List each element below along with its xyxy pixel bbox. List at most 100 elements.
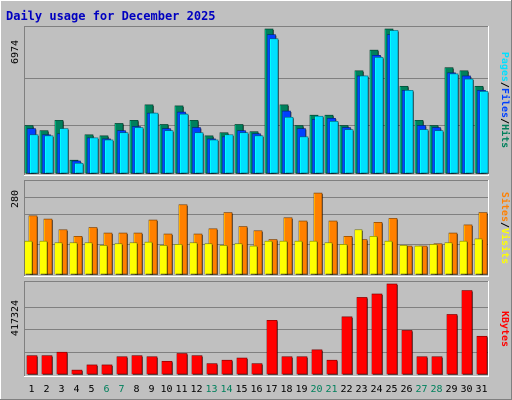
bar-sites-day-10-face [159,245,168,275]
bar-pages-day-15 [239,132,249,174]
bar-kbytes-day-19-face [296,356,308,375]
bar-pages-day-5-face [89,137,99,174]
bar-sites-day-17 [264,240,273,275]
bar-sites-day-14-face [219,245,228,275]
bar-pages-day-22-face [344,129,354,174]
bar-pages-day-7-face [119,132,129,174]
bar-kbytes-day-28-face [431,356,443,375]
bar-pages-day-12-face [194,132,204,174]
bar-kbytes-day-16 [251,363,263,375]
bar-pages-day-17-face [269,38,279,174]
bar-pages-day-7 [119,132,129,174]
bar-kbytes-day-21 [326,359,338,375]
bar-sites-day-2 [39,240,48,275]
y-max-label-hits_files_pages: 6974 [10,40,21,64]
bar-kbytes-day-3 [56,351,68,375]
bar-pages-day-9 [149,112,159,174]
bar-sites-day-11 [174,244,183,275]
bar-kbytes-day-7-face [116,356,128,375]
bar-sites-day-28 [429,244,438,275]
bar-sites-day-15-face [234,243,243,275]
bar-pages-day-19-face [299,136,309,174]
day-label-21: 21 [325,384,337,395]
bar-pages-day-20 [314,115,324,174]
legend-item-pages: Pages [499,52,510,82]
bar-kbytes-day-17 [266,320,278,375]
bar-kbytes-day-27 [416,356,428,375]
bar-kbytes-day-14-face [221,359,233,375]
bar-sites-day-25 [384,240,393,275]
bar-pages-day-25-face [389,30,399,174]
bar-pages-day-8-face [134,127,144,174]
bar-pages-day-13 [209,139,219,174]
bar-sites-day-17-face [264,240,273,275]
bar-pages-day-16-face [254,135,264,174]
day-label-27: 27 [415,384,427,395]
bar-kbytes-day-24 [371,293,383,375]
bar-sites-day-8-face [129,242,138,275]
bar-sites-day-31 [474,238,483,275]
y-axis-labels: 6974 280 417324 [10,40,21,336]
bar-pages-day-14-face [224,134,234,174]
bar-pages-day-11 [179,113,189,174]
day-label-3: 3 [58,384,64,395]
bar-pages-day-2-face [44,135,54,174]
bar-pages-day-21-face [329,121,339,174]
bar-sites-day-21 [324,242,333,275]
bar-kbytes-day-15 [236,357,248,375]
bar-sites-day-23-face [354,229,363,275]
bar-sites-day-27-face [414,245,423,275]
bar-kbytes-day-31 [476,335,488,375]
bar-kbytes-day-22-face [341,316,353,375]
bar-pages-day-27-face [419,129,429,174]
bar-kbytes-day-17-face [266,320,278,375]
panel-frames [24,26,489,377]
bar-sites-day-30 [459,240,468,275]
bar-kbytes-day-5-face [86,364,98,375]
bar-pages-day-4-face [74,162,84,174]
day-label-1: 1 [28,384,34,395]
bar-kbytes-day-23-face [356,297,368,375]
bar-pages-day-3 [59,128,69,174]
day-label-30: 30 [460,384,472,395]
day-label-10: 10 [160,384,172,395]
bar-kbytes-day-16-face [251,363,263,375]
day-label-31: 31 [475,384,487,395]
day-label-26: 26 [400,384,412,395]
legend-separator: / [499,118,510,124]
bar-sites-day-13 [204,243,213,275]
bar-pages-day-31 [479,91,489,174]
legend-visits_sites: Sites/Visits [499,192,511,264]
bar-sites-day-3 [54,242,63,275]
bar-sites-day-25-face [384,240,393,275]
bar-pages-day-30 [464,78,474,174]
bar-sites-day-23 [354,229,363,275]
legend-hits_files_pages: Pages/Files/Hits [499,52,511,148]
bar-pages-day-28-face [434,130,444,174]
bar-kbytes-day-7 [116,356,128,375]
bar-kbytes-day-19 [296,356,308,375]
bar-sites-day-19 [294,240,303,275]
bar-pages-day-28 [434,130,444,174]
bar-kbytes-day-28 [431,356,443,375]
bar-pages-day-30-face [464,78,474,174]
bar-pages-day-22 [344,129,354,174]
bar-kbytes-day-18 [281,356,293,375]
bar-pages-day-24 [374,57,384,175]
bar-pages-day-27 [419,129,429,174]
bar-kbytes-day-4-face [71,369,83,375]
bar-sites-day-14 [219,245,228,275]
bar-kbytes-day-15-face [236,357,248,375]
day-label-23: 23 [355,384,367,395]
bar-kbytes-day-13 [206,363,218,375]
bar-sites-day-27 [414,245,423,275]
bar-sites-day-4-face [69,242,78,275]
bar-sites-day-1 [24,240,33,275]
y-max-label-kbytes: 417324 [10,300,21,336]
bar-pages-day-29 [449,73,459,174]
day-label-12: 12 [190,384,202,395]
bar-sites-day-13-face [204,243,213,275]
bar-sites-day-29 [444,242,453,275]
bar-kbytes-day-23 [356,297,368,375]
bar-kbytes-day-21-face [326,359,338,375]
